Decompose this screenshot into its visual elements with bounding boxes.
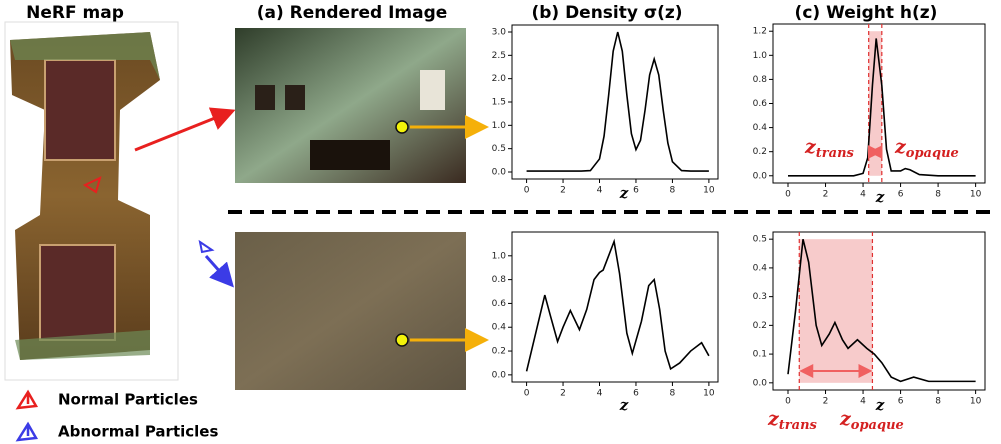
x-tick-label: 2 [560,389,566,399]
y-tick-label: 0.2 [753,147,767,157]
x-tick-label: 0 [524,186,530,196]
y-tick-label: 0.4 [753,263,768,273]
x-tick-label: 10 [970,397,982,407]
header: NeRF map [26,3,124,23]
x-tick-label: 8 [935,190,941,200]
x-tick-label: 6 [633,389,639,399]
y-tick-label: 0.6 [492,299,507,309]
annotation: zopaque [894,136,959,161]
span-area [799,239,873,383]
axes-frame [511,231,719,383]
nerf-map [4,21,236,381]
y-tick-label: 1.0 [492,121,507,131]
y-tick-label: 0.0 [492,370,507,380]
annotation-main: z [894,136,907,158]
axes-frame [511,24,719,180]
x-tick-label: 0 [524,389,530,399]
annotation: zopaque [839,408,904,433]
annotation: ztrans [804,136,855,161]
x-tick-label: 8 [670,186,676,196]
annotation-main: z [804,136,817,158]
line-series [787,238,976,383]
x-tick-label: 8 [935,397,941,407]
x-tick-label: 10 [703,389,715,399]
x-tick-label: 4 [860,190,866,200]
x-axis-label: z [875,396,885,414]
y-tick-label: 0.5 [753,235,767,245]
y-tick-label: 0.8 [753,75,768,85]
header: (a) Rendered Image [257,3,448,23]
y-tick-label: 2.5 [492,51,506,61]
y-tick-label: 0.0 [753,171,768,181]
y-tick-label: 3.0 [492,28,507,38]
legend-label: Normal Particles [58,391,198,409]
annotation-sub: trans [779,418,818,433]
y-tick-label: 0.5 [492,144,506,154]
x-tick-label: 4 [597,186,603,196]
x-tick-label: 2 [823,397,829,407]
x-tick-label: 4 [860,397,866,407]
legend-icon [15,421,39,442]
header: (c) Weight h(z) [795,3,938,23]
x-axis-label: z [875,188,885,206]
x-tick-label: 2 [823,190,829,200]
x-axis-label: z [619,396,629,414]
annotation-main: z [767,408,780,430]
header: (b) Density σ(z) [531,3,682,23]
x-tick-label: 2 [560,186,566,196]
x-tick-label: 10 [703,186,715,196]
annotation-sub: opaque [851,418,904,433]
annotation-sub: opaque [906,146,959,161]
line-series [788,38,976,177]
y-tick-label: 0.2 [492,347,506,357]
x-tick-label: 6 [633,186,639,196]
y-tick-label: 1.5 [492,98,506,108]
x-tick-label: 4 [597,389,603,399]
annotation: ztrans [767,408,818,433]
y-tick-label: 1.2 [753,27,767,37]
y-tick-label: 1.0 [492,251,507,261]
y-tick-label: 0.8 [492,275,507,285]
line-series [525,238,710,372]
rendered-images [235,28,489,390]
line-series [526,31,709,172]
y-tick-label: 0.6 [753,99,768,109]
x-tick-label: 0 [785,397,791,407]
annotation-sub: trans [816,146,855,161]
x-tick-label: 6 [898,397,904,407]
x-tick-label: 8 [670,389,676,399]
y-tick-label: 0.1 [753,350,767,360]
x-tick-label: 0 [785,190,791,200]
x-tick-label: 6 [898,190,904,200]
y-tick-label: 0.0 [753,378,768,388]
annotation-main: z [839,408,852,430]
legend-label: Abnormal Particles [58,423,218,441]
y-tick-label: 0.2 [753,321,767,331]
y-tick-label: 0.3 [753,292,767,302]
x-axis-label: z [619,184,629,202]
legend-icon [15,389,39,410]
y-tick-label: 0.4 [492,323,507,333]
y-tick-label: 0.4 [753,123,768,133]
y-tick-label: 0.0 [492,168,507,178]
x-tick-label: 10 [970,190,982,200]
y-tick-label: 1.0 [753,51,768,61]
span-area [868,31,882,176]
y-tick-label: 2.0 [492,74,507,84]
